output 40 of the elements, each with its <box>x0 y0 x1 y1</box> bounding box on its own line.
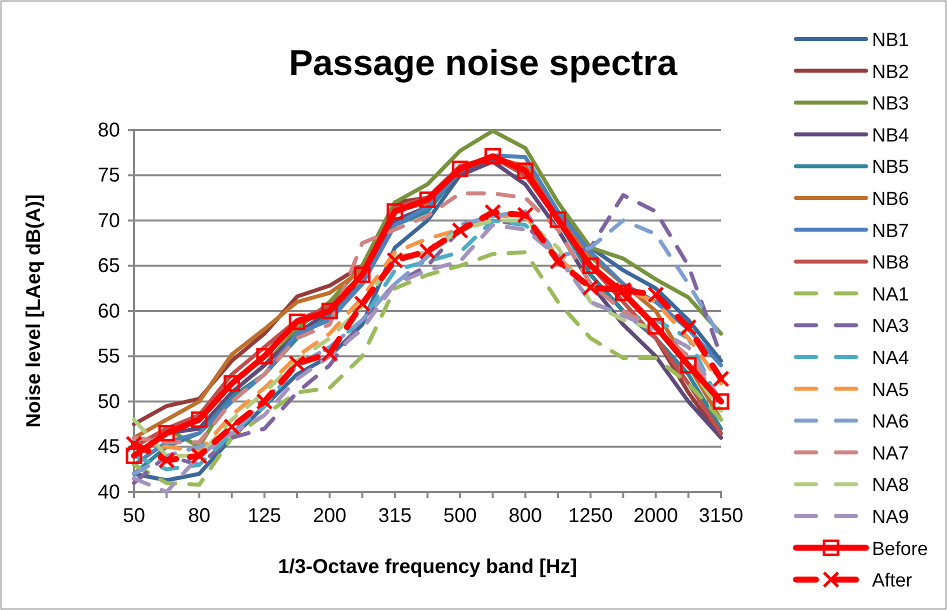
y-tick-label: 50 <box>98 390 120 413</box>
x-tick-label: 2000 <box>634 505 678 528</box>
legend-label: NB2 <box>872 62 909 83</box>
legend-label: Before <box>872 538 928 560</box>
y-axis-title: Noise level [LAeq dB(A)] <box>23 194 45 428</box>
x-tick-label: 1250 <box>568 505 613 528</box>
x-axis-title: 1/3-Octave frequency band [Hz] <box>278 556 577 578</box>
y-tick-label: 75 <box>98 164 120 187</box>
legend-label: NA8 <box>872 475 909 496</box>
x-tick-label: 200 <box>312 505 346 528</box>
y-tick-label: 60 <box>98 300 120 322</box>
x-tick-label: 500 <box>443 505 477 528</box>
x-tick-label: 125 <box>248 505 282 528</box>
legend-label: NB1 <box>872 30 909 51</box>
chart-title: Passage noise spectra <box>288 42 678 83</box>
x-tick-label: 50 <box>122 505 146 528</box>
legend-label: NA3 <box>872 316 909 338</box>
legend-label: NB3 <box>872 94 909 115</box>
y-tick-label: 55 <box>98 346 120 368</box>
y-tick-label: 45 <box>98 436 120 458</box>
legend-label: NA1 <box>872 284 909 306</box>
legend-label: NA4 <box>872 348 910 369</box>
legend-label: After <box>872 570 913 592</box>
legend-label: NB5 <box>872 157 909 178</box>
legend-label: NB6 <box>872 189 909 210</box>
legend-label: NA7 <box>872 443 909 464</box>
y-tick-label: 80 <box>98 119 120 142</box>
y-tick-label: 70 <box>98 210 120 232</box>
legend-label: NA5 <box>872 380 909 401</box>
x-tick-label: 800 <box>508 505 542 528</box>
legend-label: NB7 <box>872 220 909 242</box>
x-tick-label: 80 <box>188 505 210 528</box>
y-tick-label: 40 <box>98 481 120 504</box>
legend-label: NB4 <box>872 125 910 146</box>
legend-label: NA9 <box>872 507 909 528</box>
legend-label: NB8 <box>872 252 909 274</box>
legend-label: NA6 <box>872 412 909 433</box>
x-tick-label: 3150 <box>698 505 744 528</box>
x-tick-label: 315 <box>378 505 412 528</box>
y-tick-label: 65 <box>98 255 120 278</box>
